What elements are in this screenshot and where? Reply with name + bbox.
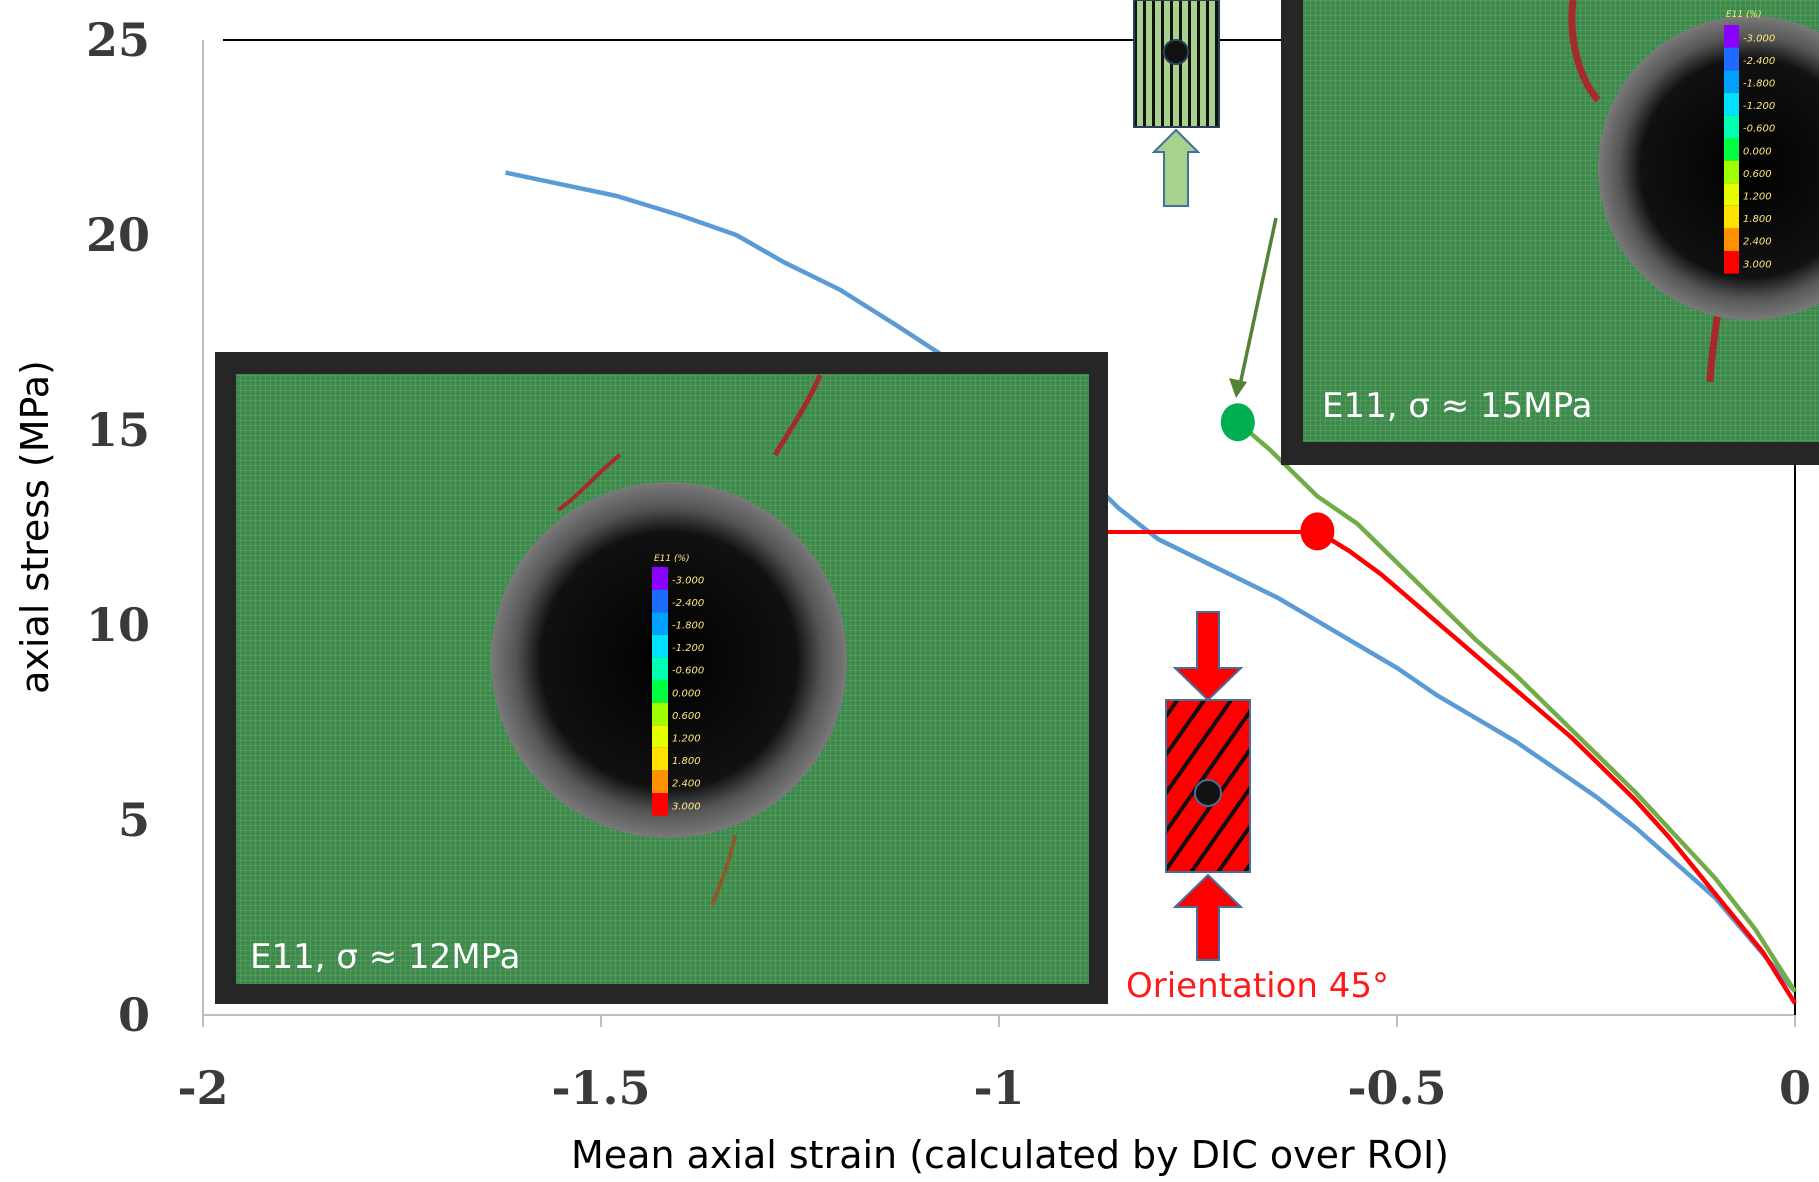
x-tick-label: -0.5	[1347, 1061, 1446, 1115]
colorbar-label: -3.000	[672, 575, 704, 586]
x-tick-label: -1.5	[551, 1061, 650, 1115]
colorbar-label: 3.000	[1743, 259, 1772, 270]
colorbar-label: -0.600	[672, 666, 704, 677]
load-arrow-down	[1172, 611, 1244, 702]
colorbar-swatch	[652, 702, 668, 726]
colorbar-swatch	[652, 725, 668, 748]
colorbar-label: -1.800	[1743, 78, 1775, 89]
specimen-hole	[1163, 39, 1189, 65]
colorbar-label: 2.400	[1743, 237, 1772, 248]
crack-b	[556, 453, 622, 512]
series-line	[505, 170, 1797, 994]
colorbar-swatch	[652, 770, 668, 793]
y-tick-label: 25	[86, 13, 150, 67]
colorbar-swatch	[1724, 228, 1739, 251]
colorbar-swatch	[652, 680, 668, 703]
colorbar-label: -1.800	[672, 620, 704, 631]
stress-marker	[1220, 403, 1255, 442]
colorbar-swatch	[1724, 25, 1739, 48]
colorbar-label: 3.000	[672, 801, 701, 812]
colorbar-swatch	[1724, 70, 1739, 93]
load-arrow-up-45	[1172, 873, 1244, 961]
colorbar-label: 0.600	[672, 711, 701, 722]
x-tick-labels: -2 -1.5 -1 -0.5 0	[177, 1061, 1811, 1115]
x-tick-label: -2	[177, 1061, 228, 1115]
x-axis-title: Mean axial strain (calculated by DIC ove…	[571, 1133, 1449, 1177]
callout-arrow-green	[1238, 217, 1278, 386]
colorbar-swatch	[652, 589, 668, 613]
x-tick-label: 0	[1779, 1061, 1811, 1115]
colorbar-title: E11 (%)	[654, 554, 690, 564]
colorbar-swatch	[1724, 92, 1739, 116]
colorbar-swatch	[1724, 160, 1739, 184]
colorbar-label: 1.800	[672, 756, 701, 767]
specimen-schematic-vertical	[1133, 0, 1220, 207]
colorbar-label: 1.200	[1743, 191, 1772, 202]
y-tick-label: 20	[86, 208, 150, 262]
series-line	[1236, 420, 1797, 993]
colorbar-swatch	[652, 747, 668, 771]
colorbar-swatch	[652, 612, 668, 635]
colorbar-label: -2.400	[672, 598, 704, 609]
inset-large-caption: E11, σ ≈ 15MPa	[1322, 386, 1592, 426]
crack-top	[1568, 0, 1601, 103]
data-series	[505, 170, 1797, 1005]
colorbar-swatch	[1724, 115, 1739, 138]
x-tick-marks	[202, 1015, 1796, 1027]
y-axis-title: axial stress (MPa)	[13, 360, 57, 694]
inset-e11-15mpa: E11 (%) -3.000 -2.400 -1.800 -1.200 -0.600 0.0…	[1281, 0, 1819, 465]
stress-marker	[1300, 512, 1335, 551]
colorbar-label: 2.400	[672, 779, 701, 790]
y-tick-label: 10	[86, 598, 150, 652]
colorbar-label: -1.200	[1743, 101, 1775, 112]
colorbar-label: 1.800	[1743, 214, 1772, 225]
y-tick-label: 0	[118, 988, 150, 1042]
inset-e11-12mpa: E11 (%) -3.000 -2.400 -1.800 -1.200 -0.600 0.0…	[215, 352, 1108, 1004]
colorbar-small: E11 (%) -3.000 -2.400 -1.800 -1.200 -0.600 0.0…	[652, 554, 704, 816]
specimen-hole-45	[1194, 779, 1222, 807]
colorbar-swatch	[652, 567, 668, 590]
colorbar-title: E11 (%)	[1726, 10, 1762, 20]
inset-large-hole	[1598, 16, 1819, 320]
colorbar-swatch	[1724, 183, 1739, 206]
colorbar-swatch	[652, 634, 668, 658]
colorbar-label: -3.000	[1743, 33, 1775, 44]
colorbar-label: -0.600	[1743, 124, 1775, 135]
colorbar-label: 0.000	[672, 688, 701, 699]
crack-c	[710, 834, 737, 906]
x-tick-label: -1	[973, 1061, 1024, 1115]
colorbar-label: 0.600	[1743, 169, 1772, 180]
specimen-schematic-45: Orientation 45°	[1126, 611, 1389, 1006]
callout-arrowhead-green	[1229, 378, 1247, 398]
colorbar-label: 0.000	[1743, 146, 1772, 157]
y-tick-label: 15	[86, 403, 150, 457]
colorbar-swatch	[1724, 138, 1739, 161]
colorbar-large: E11 (%) -3.000 -2.400 -1.800 -1.200 -0.600 0.0…	[1724, 10, 1775, 274]
series-line	[1316, 529, 1797, 1005]
colorbar-swatch	[1724, 47, 1739, 71]
load-arrow-up	[1151, 128, 1201, 207]
colorbar-swatch	[652, 793, 668, 816]
orientation-label: Orientation 45°	[1126, 966, 1389, 1006]
inset-small-hole	[491, 482, 847, 838]
colorbar-swatch	[1724, 205, 1739, 229]
inset-small-caption: E11, σ ≈ 12MPa	[250, 937, 520, 977]
y-tick-labels: 0 5 10 15 20 25	[86, 13, 150, 1042]
colorbar-swatch	[1724, 251, 1739, 274]
stress-markers	[1220, 403, 1335, 551]
y-tick-label: 5	[118, 793, 150, 847]
crack-a	[772, 374, 823, 457]
colorbar-label: -1.200	[672, 643, 704, 654]
colorbar-label: 1.200	[672, 733, 701, 744]
colorbar-swatch	[652, 657, 668, 680]
colorbar-label: -2.400	[1743, 56, 1775, 67]
